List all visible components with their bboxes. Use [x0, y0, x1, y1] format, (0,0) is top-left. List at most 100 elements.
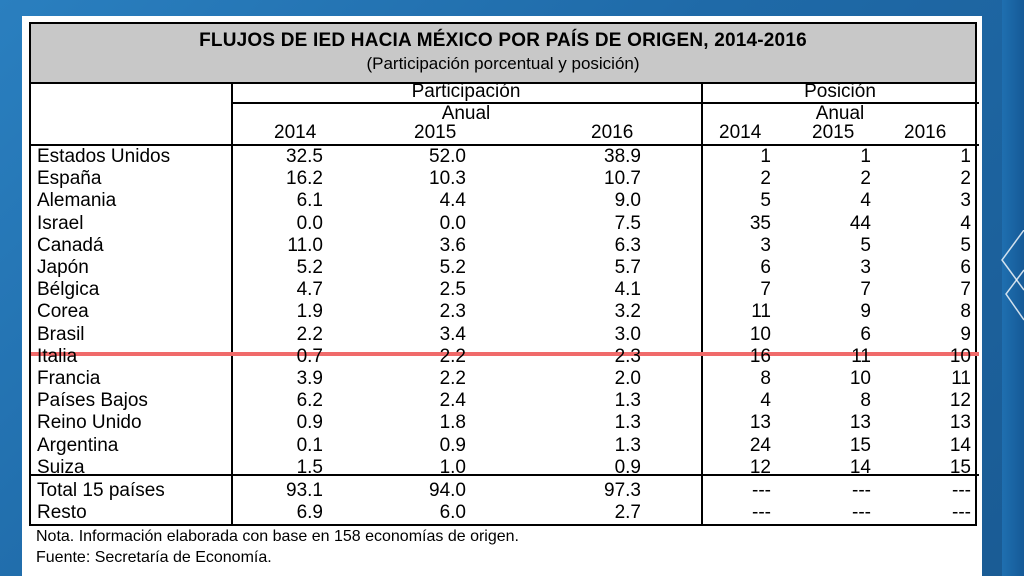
posicion-cell: ---: [752, 480, 771, 501]
country-cell: Italia: [37, 345, 78, 367]
posicion-cell: 5: [760, 190, 771, 212]
participacion-cell: 2.7: [614, 502, 641, 523]
participacion-cell: 11.0: [287, 234, 323, 256]
posicion-cell: 16: [749, 345, 771, 367]
participacion-cell: 97.3: [604, 480, 641, 501]
table-card: FLUJOS DE IED HACIA MÉXICO POR PAÍS DE O…: [22, 16, 982, 576]
participacion-cell: 2.2: [296, 323, 323, 345]
posicion-cell: 6: [960, 257, 971, 278]
posicion-cell: ---: [852, 480, 871, 501]
posicion-cell: 7: [760, 279, 771, 301]
participacion-cell: 2.4: [439, 390, 466, 412]
posicion-cell: 14: [949, 434, 971, 456]
participacion-cell: 3.9: [296, 368, 323, 389]
posicion-cell: 9: [860, 301, 871, 323]
participacion-cell: 2.0: [614, 368, 641, 389]
posicion-cell: ---: [952, 502, 971, 523]
posicion-cell: 13: [949, 412, 971, 434]
posicion-cell: 7: [860, 279, 871, 301]
participacion-cell: 93.1: [286, 480, 323, 501]
country-cell: Argentina: [37, 434, 119, 456]
posicion-cell: 10: [849, 368, 871, 389]
posicion-cell: 10: [949, 345, 971, 367]
posicion-cell: 9: [960, 323, 971, 345]
country-cell: Japón: [37, 257, 89, 278]
decorative-lines-icon: [1001, 230, 1024, 321]
country-cell: Estados Unidos: [37, 146, 171, 167]
participacion-cell: 0.9: [439, 434, 466, 456]
posicion-cell: 2: [760, 168, 771, 190]
participacion-cell: 52.0: [429, 146, 466, 167]
participacion-cell: 3.6: [439, 234, 466, 256]
header-year: 2015: [414, 122, 457, 143]
country-cell: Resto: [37, 502, 87, 523]
country-cell: Francia: [37, 368, 101, 389]
posicion-cell: 5: [860, 234, 871, 256]
posicion-cell: 8: [760, 368, 771, 389]
country-cell: Canadá: [37, 234, 104, 256]
participacion-cell: 6.2: [296, 390, 323, 412]
posicion-cell: 11: [851, 345, 871, 367]
posicion-cell: 6: [860, 323, 871, 345]
participacion-cell: 1.3: [614, 390, 641, 412]
posicion-cell: 8: [960, 301, 971, 323]
posicion-cell: 1: [760, 146, 771, 167]
posicion-cell: 3: [860, 257, 871, 278]
posicion-cell: 15: [849, 434, 871, 456]
participacion-cell: 0.0: [439, 212, 466, 234]
slide-side-band: [1002, 0, 1024, 576]
posicion-cell: 6: [760, 257, 771, 278]
country-cell: Reino Unido: [37, 412, 142, 434]
posicion-cell: 11: [751, 301, 771, 323]
participacion-cell: 32.5: [286, 146, 323, 167]
header-posicion: Posición: [804, 81, 876, 102]
participacion-cell: 6.0: [439, 502, 466, 523]
table-subtitle: (Participación porcentual y posición): [366, 54, 640, 73]
participacion-cell: 6.1: [296, 190, 323, 212]
participacion-cell: 0.0: [296, 212, 323, 234]
country-cell: Alemania: [37, 190, 117, 212]
participacion-cell: 4.7: [296, 279, 323, 301]
posicion-cell: 5: [960, 234, 971, 256]
posicion-cell: 2: [960, 168, 971, 190]
table-title: FLUJOS DE IED HACIA MÉXICO POR PAÍS DE O…: [199, 30, 807, 51]
participacion-cell: 0.9: [296, 412, 323, 434]
table-title-box: FLUJOS DE IED HACIA MÉXICO POR PAÍS DE O…: [29, 22, 977, 84]
posicion-cell: 4: [860, 190, 871, 212]
posicion-cell: 10: [749, 323, 771, 345]
header-year: 2014: [719, 122, 762, 143]
participacion-cell: 1.0: [439, 456, 466, 478]
participacion-cell: 5.2: [439, 257, 466, 278]
participacion-cell: 1.8: [439, 412, 466, 434]
posicion-cell: 12: [949, 390, 971, 412]
posicion-cell: 3: [960, 190, 971, 212]
col-divider: [231, 82, 233, 524]
table-note: Nota. Información elaborada con base en …: [36, 528, 519, 545]
participacion-cell: 4.1: [614, 279, 641, 301]
header-year: 2016: [591, 122, 634, 143]
participacion-cell: 1.9: [296, 301, 323, 323]
posicion-cell: 13: [749, 412, 771, 434]
participacion-cell: 3.0: [614, 323, 641, 345]
posicion-cell: 4: [960, 212, 971, 234]
participacion-cell: 0.7: [296, 345, 323, 367]
posicion-cell: ---: [752, 502, 771, 523]
posicion-cell: ---: [852, 502, 871, 523]
participacion-cell: 38.9: [604, 146, 641, 167]
row-divider: [31, 474, 979, 476]
participacion-cell: 2.2: [439, 368, 466, 389]
posicion-cell: 14: [849, 456, 871, 478]
posicion-cell: 4: [760, 390, 771, 412]
posicion-cell: 1: [860, 146, 871, 167]
participacion-cell: 2.3: [614, 345, 641, 367]
highlight-line: [31, 352, 979, 356]
participacion-cell: 94.0: [429, 480, 466, 501]
posicion-cell: 35: [749, 212, 771, 234]
participacion-cell: 6.3: [614, 234, 641, 256]
posicion-cell: 13: [849, 412, 871, 434]
participacion-cell: 0.1: [296, 434, 323, 456]
participacion-cell: 1.3: [614, 434, 641, 456]
posicion-cell: ---: [952, 480, 971, 501]
posicion-cell: 12: [749, 456, 771, 478]
participacion-cell: 2.5: [439, 279, 466, 301]
